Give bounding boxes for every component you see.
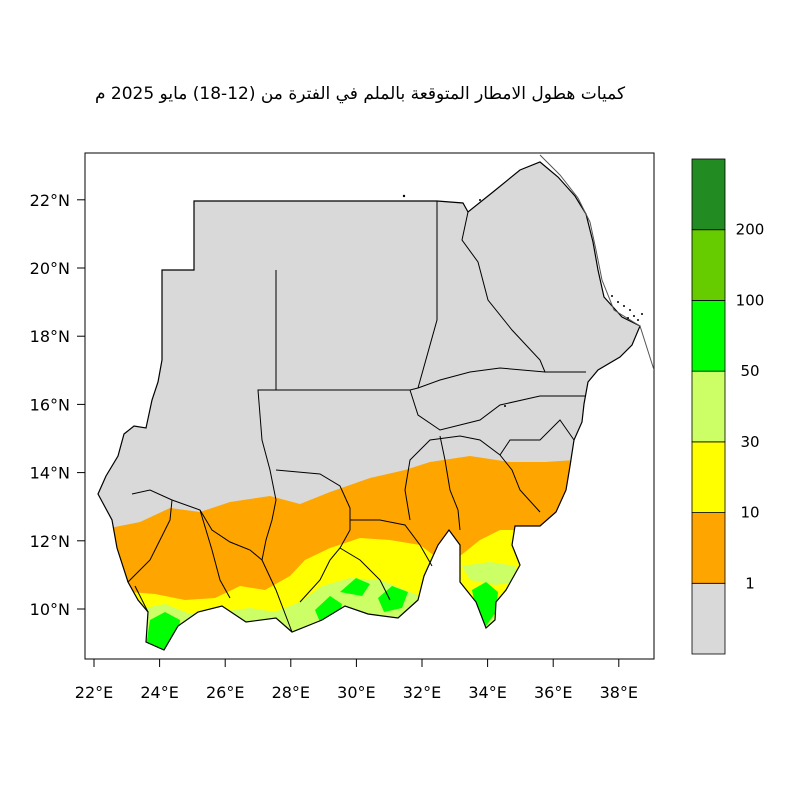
legend-swatch xyxy=(691,582,726,655)
legend-label: 100 xyxy=(736,291,765,309)
legend: 1 10 30 50 100 200 xyxy=(691,158,765,655)
legend-swatch xyxy=(691,370,726,443)
legend-label: 200 xyxy=(736,221,765,239)
x-tick-label: 22°E xyxy=(75,683,113,702)
legend-swatch xyxy=(691,441,726,513)
legend-swatch xyxy=(691,158,726,231)
legend-label: 10 xyxy=(740,504,759,522)
x-axis: 22°E 24°E 26°E 28°E 30°E 32°E 34°E 36°E 38°E xyxy=(75,659,638,702)
y-tick-label: 14°N xyxy=(30,464,70,483)
y-tick-label: 20°N xyxy=(30,259,70,278)
y-tick-label: 22°N xyxy=(30,191,70,210)
islands xyxy=(402,194,643,407)
x-tick-label: 36°E xyxy=(534,683,572,702)
x-tick-label: 38°E xyxy=(600,683,638,702)
y-tick-label: 18°N xyxy=(30,327,70,346)
x-tick-label: 34°E xyxy=(468,683,506,702)
map-title: كميات هطول الامطار المتوقعة بالملم في ال… xyxy=(94,84,626,104)
x-tick-label: 24°E xyxy=(140,683,178,702)
legend-label: 50 xyxy=(740,362,759,380)
legend-label: 30 xyxy=(740,433,759,451)
y-tick-label: 10°N xyxy=(30,600,70,619)
legend-swatch xyxy=(691,300,726,372)
y-axis: 10°N 12°N 14°N 16°N 18°N 20°N 22°N xyxy=(30,191,85,619)
admin-borders xyxy=(127,201,586,633)
x-tick-label: 28°E xyxy=(272,683,310,702)
legend-swatch xyxy=(691,229,726,301)
zone-50-100mm xyxy=(146,578,498,650)
x-tick-label: 26°E xyxy=(206,683,244,702)
y-tick-label: 12°N xyxy=(30,532,70,551)
legend-label: 1 xyxy=(745,574,755,592)
x-tick-label: 30°E xyxy=(337,683,375,702)
y-tick-label: 16°N xyxy=(30,395,70,414)
coastline xyxy=(539,154,654,371)
x-tick-label: 32°E xyxy=(403,683,441,702)
legend-swatch xyxy=(691,512,726,584)
